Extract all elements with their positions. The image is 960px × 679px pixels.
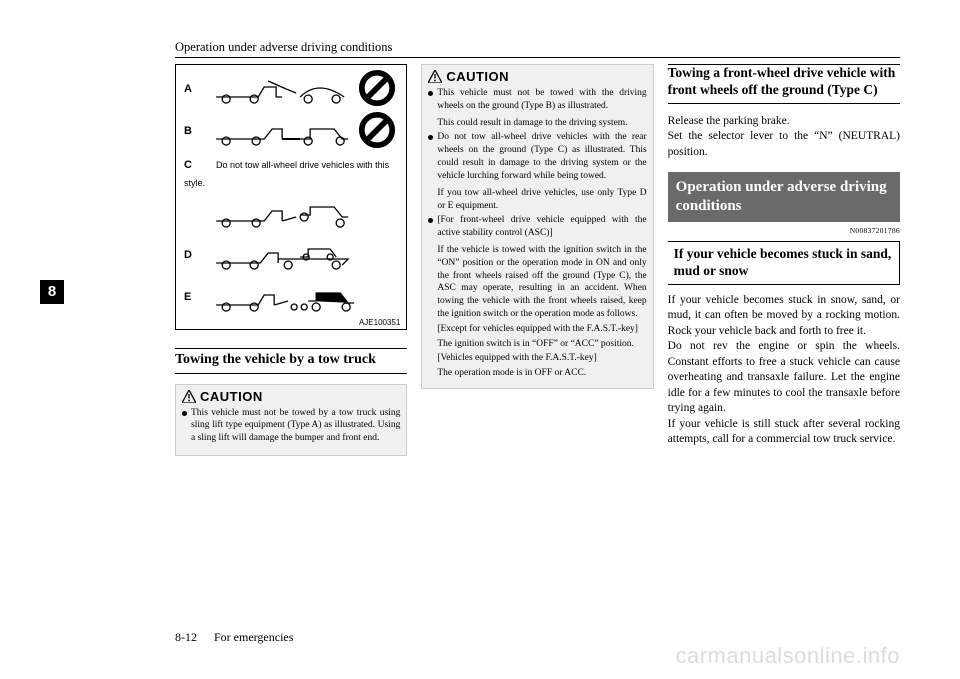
caution-label: CAUTION: [446, 69, 509, 84]
heading-rule: [175, 348, 407, 349]
side-index-tab: 8: [40, 280, 64, 304]
page-footer: 8-12 For emergencies: [175, 630, 293, 645]
caution-subtext: The operation mode is in OFF or ACC.: [428, 367, 646, 380]
fig-label-a: A: [184, 83, 198, 95]
truck-type-d: [198, 237, 398, 273]
heading-front-wheel-tow: Towing a front-wheel drive vehicle with …: [668, 65, 900, 99]
caution-item: This vehicle must not be towed by a tow …: [182, 407, 400, 445]
fig-label-e: E: [184, 291, 198, 303]
towing-figure: A: [175, 64, 407, 330]
heading-tow-by-truck: Towing the vehicle by a tow truck: [175, 351, 407, 369]
body-text: If your vehicle becomes stuck in snow, s…: [668, 293, 900, 448]
caution-list: This vehicle must not be towed with the …: [428, 87, 646, 380]
warning-icon: [428, 70, 442, 83]
caution-subtext: [Vehicles equipped with the F.A.S.T.-key…: [428, 352, 646, 365]
warning-icon: [182, 390, 196, 403]
fig-label-b: B: [184, 125, 198, 137]
caution-box: CAUTION This vehicle must not be towed b…: [175, 384, 407, 456]
head-rule: [175, 57, 900, 58]
caution-subtext: [Except for vehicles equipped with the F…: [428, 323, 646, 336]
section-code: N00837201786: [668, 226, 900, 235]
truck-type-e: [198, 279, 398, 315]
prohibited-icon: [358, 69, 396, 107]
figure-code: AJE100351: [359, 318, 400, 327]
section-banner: Operation under adverse driving conditio…: [668, 172, 900, 222]
page-number: 8-12: [175, 630, 197, 644]
prohibited-icon: [358, 111, 396, 149]
caution-list: This vehicle must not be towed by a tow …: [182, 407, 400, 445]
running-head: Operation under adverse driving conditio…: [175, 40, 900, 55]
fig-note-c: Do not tow all-wheel drive vehicles with…: [184, 160, 389, 188]
fig-label-c: C: [184, 159, 198, 171]
heading-rule: [668, 103, 900, 104]
fig-label-d: D: [184, 249, 198, 261]
caution-subtext: This could result in damage to the drivi…: [428, 117, 646, 130]
caution-item: This vehicle must not be towed with the …: [428, 87, 646, 113]
caution-subtext: If the vehicle is towed with the ignitio…: [428, 244, 646, 321]
truck-type-c: [198, 195, 398, 231]
caution-item: Do not tow all-wheel drive vehicles with…: [428, 131, 646, 182]
body-text: Release the parking brake.Set the select…: [668, 114, 900, 161]
caution-box: CAUTION This vehicle must not be towed w…: [421, 64, 653, 389]
caution-label: CAUTION: [200, 389, 263, 404]
heading-stuck-vehicle: If your vehicle becomes stuck in sand, m…: [668, 241, 900, 285]
watermark: carmanualsonline.info: [675, 643, 900, 669]
caution-subtext: If you tow all-wheel drive vehicles, use…: [428, 187, 646, 213]
caution-subtext: The ignition switch is in “OFF” or “ACC”…: [428, 338, 646, 351]
caution-item: [For front-wheel drive vehicle equipped …: [428, 214, 646, 240]
heading-rule: [175, 373, 407, 374]
footer-section: For emergencies: [214, 630, 293, 644]
